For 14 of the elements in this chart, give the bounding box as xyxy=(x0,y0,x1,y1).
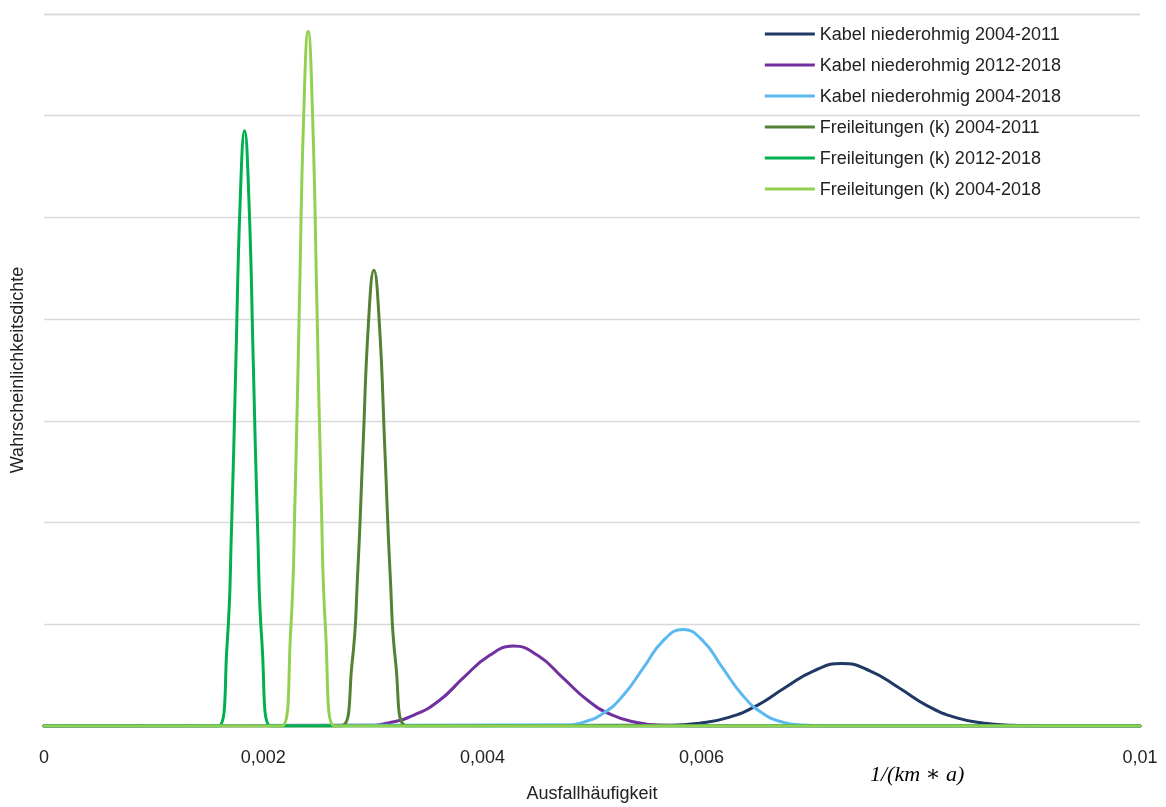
legend-label: Freileitungen (k) 2012-2018 xyxy=(819,148,1041,168)
x-axis-title: Ausfallhäufigkeit xyxy=(526,783,658,803)
x-tick-label: 0,01 xyxy=(1122,747,1158,767)
y-axis-title: Wahrscheinlichkeitsdichte xyxy=(7,266,27,474)
text: 1/(km ∗ a) xyxy=(870,760,965,786)
legend-label: Kabel niederohmig 2012-2018 xyxy=(819,55,1062,75)
legend-label: Freileitungen (k) 2004-2018 xyxy=(819,179,1041,199)
x-tick-label: 0,002 xyxy=(240,747,286,767)
legend-label: Kabel niederohmig 2004-2018 xyxy=(819,86,1062,106)
x-tick-label: 0,006 xyxy=(679,747,725,767)
x-tick-label: 0 xyxy=(38,747,50,767)
legend-label: Kabel niederohmig 2004-2011 xyxy=(819,24,1060,44)
x-tick-label: 0,004 xyxy=(459,747,505,767)
legend-label: Freileitungen (k) 2004-2011 xyxy=(819,117,1040,137)
